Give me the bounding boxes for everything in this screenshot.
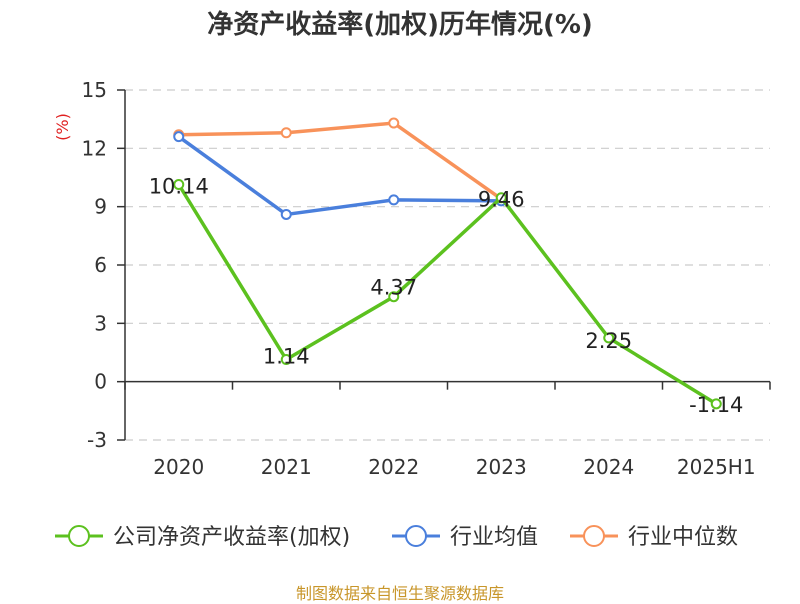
legend-marker	[405, 525, 427, 547]
data-point	[603, 332, 615, 344]
legend-label: 行业均值	[450, 525, 538, 550]
x-tick-label: 2020	[153, 455, 204, 479]
data-point	[173, 179, 185, 190]
data-point	[710, 398, 722, 410]
data-label: 2.25	[585, 329, 632, 353]
series-line	[178, 121, 503, 201]
data-label: -1.14	[689, 393, 743, 417]
y-tick-label: 0	[94, 370, 107, 394]
series-line	[177, 183, 718, 406]
data-point	[388, 117, 400, 129]
x-tick-label: 2024	[583, 455, 634, 479]
x-tick-label: 2025H1	[677, 455, 756, 479]
data-label: 9.46	[478, 188, 525, 212]
source-note: 制图数据来自恒生聚源数据库	[295, 584, 504, 603]
y-tick-label: 9	[94, 195, 107, 219]
x-tick-label: 2023	[476, 455, 527, 479]
legend-label: 行业中位数	[628, 525, 738, 550]
data-point	[495, 192, 507, 204]
y-tick-label: 6	[94, 253, 107, 277]
data-label: 10.14	[149, 175, 209, 199]
data-label: 1.14	[263, 345, 310, 369]
y-tick-label: -3	[87, 428, 107, 452]
y-axis-label: (%)	[53, 113, 72, 141]
data-point	[280, 354, 292, 365]
data-label: 4.37	[370, 276, 417, 300]
data-point	[388, 194, 400, 206]
data-point	[280, 208, 292, 220]
y-tick-label: 12	[82, 136, 107, 160]
y-tick-label: 3	[94, 311, 107, 335]
y-tick-label: 15	[82, 78, 107, 102]
data-point	[173, 131, 185, 143]
data-point	[280, 127, 292, 139]
x-tick-label: 2021	[261, 455, 312, 479]
chart-title: 净资产收益率(加权)历年情况(%)	[207, 10, 593, 40]
series-line	[177, 135, 502, 217]
legend-marker	[583, 525, 605, 547]
x-tick-label: 2022	[368, 455, 419, 479]
legend-label: 公司净资产收益率(加权)	[113, 525, 350, 550]
legend-marker	[68, 525, 90, 547]
data-point	[388, 291, 400, 303]
